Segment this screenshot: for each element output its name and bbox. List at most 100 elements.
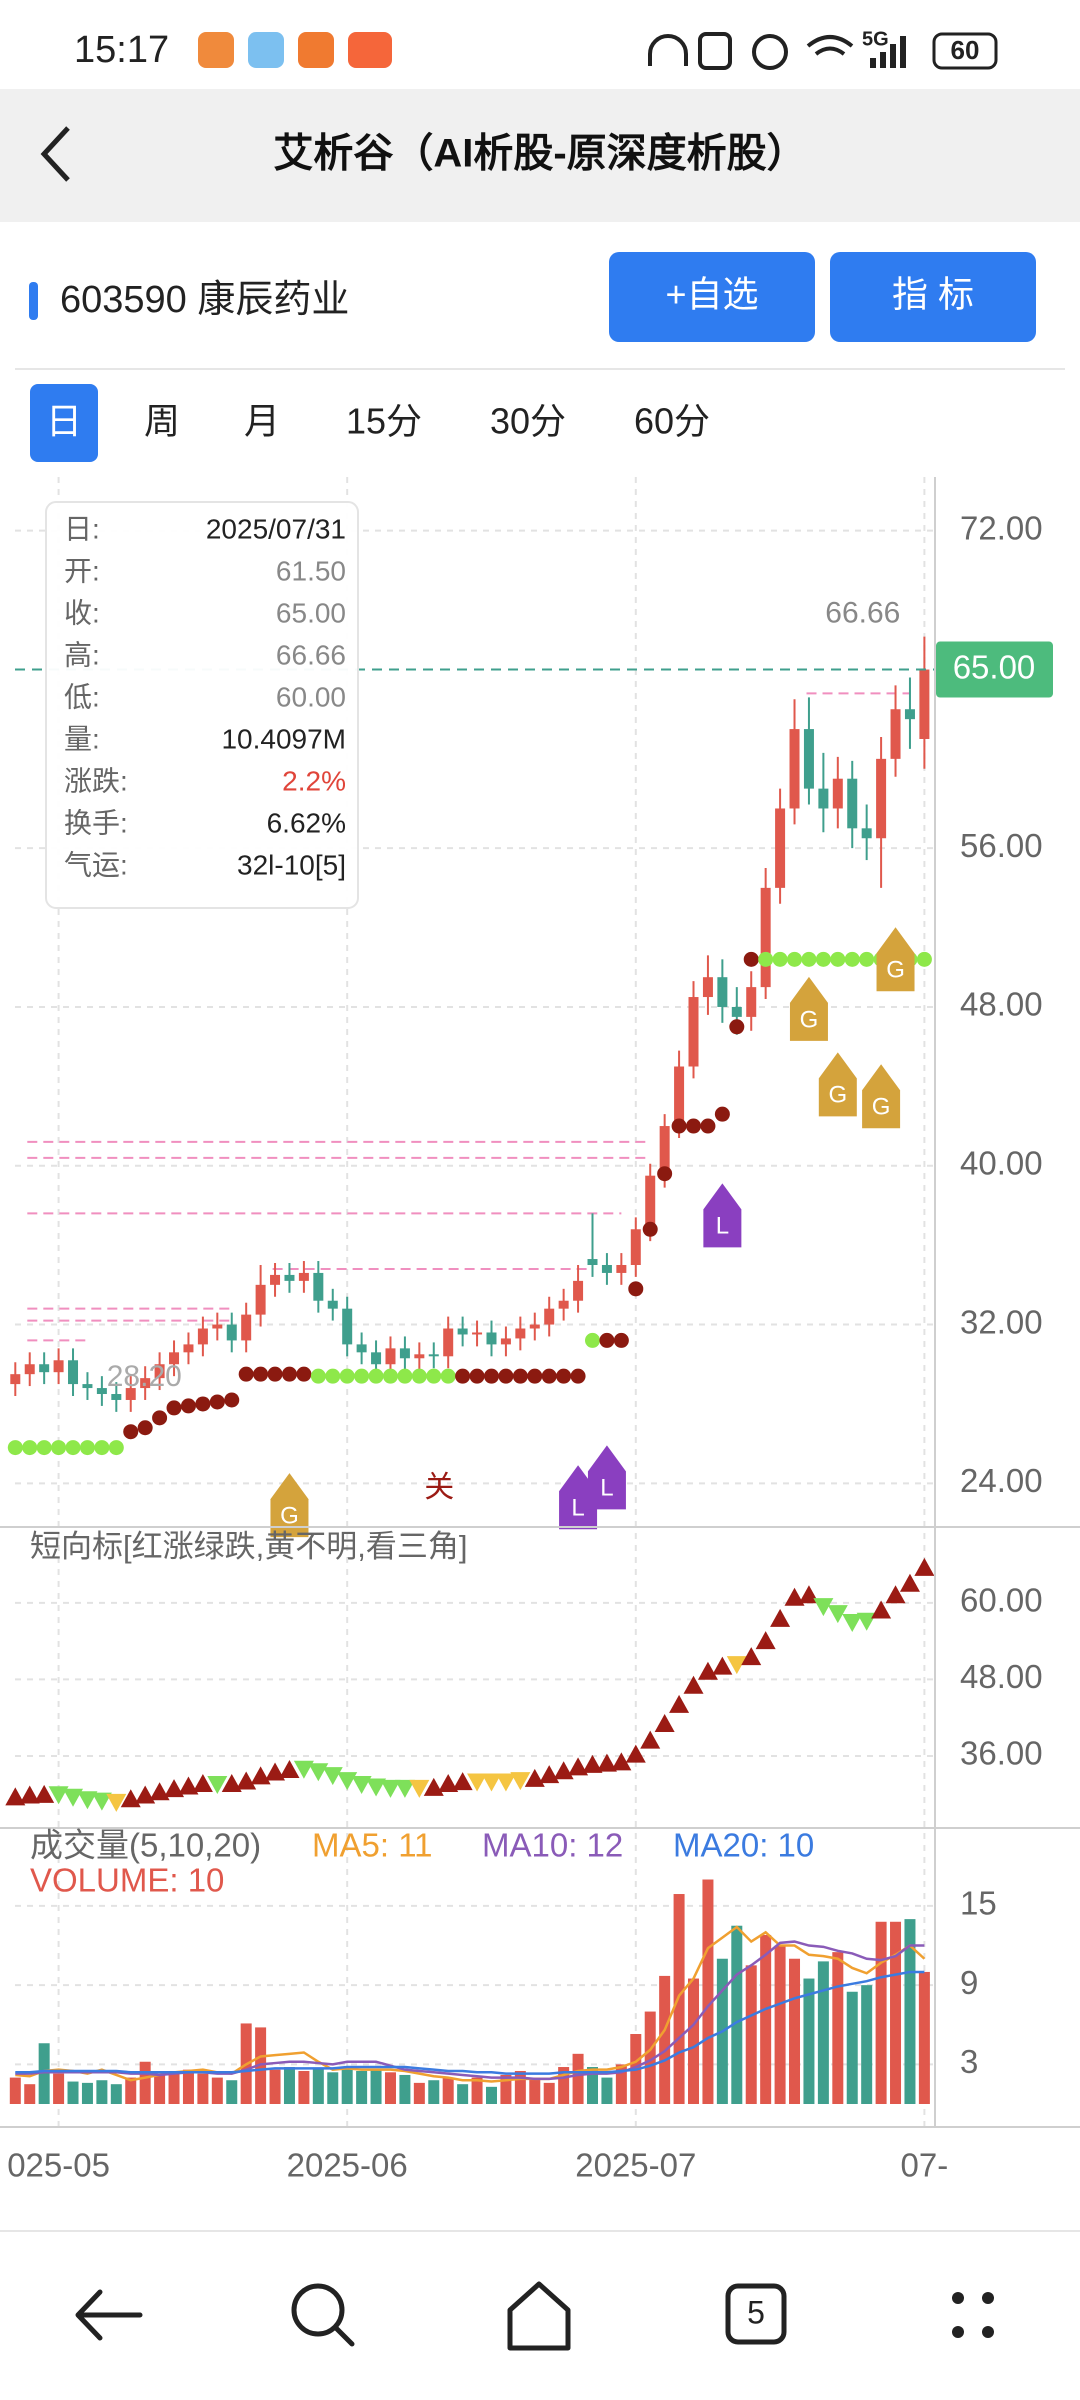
stop-dot (281, 1366, 297, 1382)
trend-triangle (250, 1766, 271, 1785)
stop-dot (180, 1398, 196, 1414)
stop-dot (859, 951, 875, 967)
stop-dot (36, 1440, 52, 1456)
trend-triangle (19, 1785, 40, 1804)
signal-marker (876, 927, 915, 992)
period-tab[interactable]: 15分 (346, 401, 422, 442)
period-tab[interactable]: 30分 (490, 401, 566, 442)
candle-body (24, 1364, 35, 1375)
candle-body (428, 1354, 439, 1357)
period-tab[interactable]: 周 (144, 401, 180, 442)
candle-body (601, 1264, 612, 1273)
signal-marker (862, 1064, 901, 1129)
stop-dot (628, 1281, 644, 1297)
tooltip-value: 10.4097M (221, 723, 346, 754)
candle-body (803, 729, 814, 789)
candle-body (832, 778, 843, 809)
stop-dot (152, 1410, 168, 1426)
trend-triangle (611, 1752, 632, 1771)
stop-dot (512, 1368, 528, 1384)
candle-body (558, 1300, 569, 1309)
volume-bar (399, 2074, 411, 2104)
trend-triangle (135, 1785, 156, 1804)
nav-menu[interactable] (952, 2292, 994, 2338)
trend-triangle (207, 1775, 228, 1794)
y-tick-label: 32.00 (960, 1303, 1043, 1340)
candle-body (313, 1272, 324, 1301)
tooltip-value: 2.2% (282, 765, 346, 796)
nav-search[interactable] (291, 2283, 355, 2347)
candle-body (674, 1066, 685, 1127)
volume-legend: 成交量(5,10,20) (30, 1827, 261, 1864)
watchlist-button[interactable] (609, 252, 815, 342)
volume-legend: MA20: 10 (673, 1827, 814, 1864)
volume-bar (154, 2074, 166, 2104)
trend-triangle (495, 1773, 516, 1792)
stop-dot (51, 1440, 67, 1456)
trend-triangle (914, 1557, 935, 1576)
period-tab[interactable]: 60分 (634, 401, 710, 442)
stop-dot (469, 1368, 485, 1384)
trend-triangle (899, 1573, 920, 1592)
volume-bar (774, 1945, 786, 2104)
nav-tabs[interactable] (725, 2283, 787, 2345)
annotation: 关 (424, 1471, 454, 1504)
volume-bar (803, 1978, 815, 2104)
trend-triangle (669, 1694, 690, 1713)
tooltip-value: 2025/07/31 (206, 513, 346, 544)
y-tick-label: 48.00 (960, 1658, 1043, 1695)
stop-dot (440, 1368, 456, 1384)
stop-dot (7, 1440, 23, 1456)
trend-triangle (34, 1784, 55, 1803)
indicator-title: 短向标[红涨绿跌,黄不明,看三角] (30, 1529, 467, 1564)
volume-bar (38, 2043, 50, 2104)
volume-bar (558, 2067, 570, 2104)
stop-dot (556, 1368, 572, 1384)
tooltip-value: 66.66 (276, 639, 346, 670)
back-button[interactable] (40, 126, 70, 182)
trend-triangle (871, 1600, 892, 1619)
volume-bar (846, 1991, 858, 2104)
trend-triangle (726, 1656, 747, 1675)
period-tab[interactable]: 日 (46, 401, 82, 442)
stock-name: 603590 康辰药业 (60, 279, 349, 321)
candle-body (919, 669, 930, 740)
header (0, 89, 1080, 222)
stop-dot (686, 1118, 702, 1134)
annotation: 66.66 (825, 597, 900, 630)
stop-dot (498, 1368, 514, 1384)
indicator-button[interactable] (830, 252, 1036, 342)
trend-triangle (553, 1761, 574, 1780)
signal-marker (789, 976, 828, 1041)
trend-triangle (510, 1772, 531, 1791)
nav-back[interactable] (75, 2289, 143, 2341)
status-app-icons (198, 32, 392, 68)
signal-marker (270, 1473, 309, 1538)
stop-dot (411, 1368, 427, 1384)
volume-bar (875, 1921, 887, 2104)
trend-triangle (784, 1587, 805, 1606)
trend-triangle (91, 1792, 112, 1811)
period-tab[interactable]: 月 (244, 401, 280, 442)
volume-legend: MA10: 12 (482, 1827, 623, 1864)
status-network: 5G (862, 28, 889, 50)
candle-body (183, 1344, 194, 1353)
stop-dot (772, 951, 788, 967)
candle-body (385, 1348, 396, 1365)
stop-dot (743, 951, 759, 967)
stop-dot (22, 1440, 38, 1456)
x-tick-label: 025-05 (7, 2147, 110, 2184)
nav-home[interactable] (507, 2281, 571, 2351)
trend-triangle (438, 1773, 459, 1792)
y-tick-label: 40.00 (960, 1144, 1043, 1181)
stop-dot (599, 1332, 615, 1348)
stop-dot (541, 1368, 557, 1384)
tooltip-value: 61.50 (276, 555, 346, 586)
candle-body (876, 758, 887, 839)
trend-triangle (106, 1793, 127, 1812)
stop-dot (382, 1368, 398, 1384)
trend-triangle (813, 1598, 834, 1617)
stop-dot (137, 1420, 153, 1436)
last-price-label: 65.00 (953, 648, 1036, 685)
stop-dot (801, 951, 817, 967)
